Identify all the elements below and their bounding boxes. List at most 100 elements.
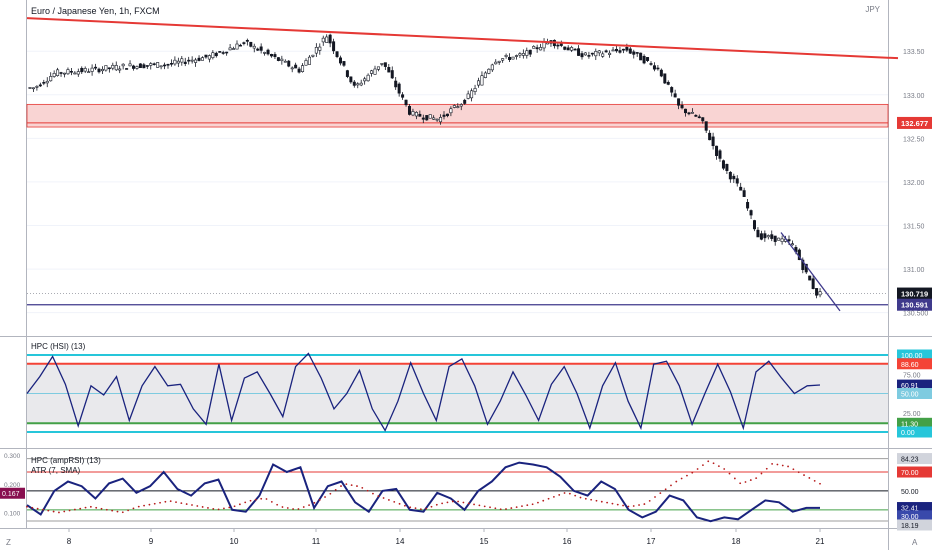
- price-tick-label: 131.00: [903, 267, 925, 274]
- atr-dot: [670, 484, 672, 487]
- candle-body: [169, 63, 173, 65]
- atr-dot: [207, 507, 209, 509]
- atr-dotted-series[interactable]: [26, 460, 821, 514]
- candle-body: [225, 51, 229, 54]
- candle-body: [73, 72, 77, 75]
- price-tick-label: 130.500: [903, 311, 928, 318]
- atr-dot: [79, 507, 82, 510]
- candle-body: [62, 72, 66, 75]
- candle-body: [349, 76, 353, 83]
- atr-dot: [164, 500, 167, 503]
- atr-dot: [47, 509, 50, 512]
- price-tick-label: 131.50: [903, 224, 925, 231]
- atr-dot: [132, 507, 135, 510]
- atr-dot: [510, 507, 513, 509]
- hsi-value-text: 60.91: [901, 383, 919, 390]
- candle-body: [611, 49, 615, 52]
- candle-body: [587, 55, 591, 57]
- atr-dot: [590, 498, 593, 501]
- candle-body: [614, 48, 618, 52]
- atr-dot: [111, 509, 114, 512]
- amprsi-series-line[interactable]: [26, 461, 820, 523]
- price-tick-label: 132.50: [903, 136, 925, 143]
- candle-body: [194, 59, 198, 63]
- atr-dot: [707, 460, 710, 463]
- candle-body: [325, 36, 329, 43]
- atr-dot: [68, 509, 71, 512]
- atr-dot: [345, 483, 348, 486]
- amprsi-value-text: 84.23: [901, 457, 919, 464]
- candle-body: [449, 108, 453, 114]
- atr-dot: [254, 498, 257, 501]
- price-label-text: 130.591: [901, 301, 928, 310]
- candle-body: [373, 68, 377, 75]
- candle-body: [307, 56, 311, 65]
- atr-value-text: 0.167: [2, 491, 20, 498]
- candle-body: [394, 80, 398, 88]
- candle-body: [76, 71, 80, 75]
- candle-body: [149, 63, 153, 66]
- candle-body: [352, 81, 356, 86]
- hsi-series-line[interactable]: [26, 352, 821, 432]
- candle-body: [711, 136, 715, 147]
- time-tick-label: 15: [480, 537, 489, 546]
- price-label-badge: [897, 298, 932, 311]
- atr-dot: [393, 500, 396, 503]
- candle-body: [739, 186, 743, 191]
- candle-body: [701, 117, 705, 122]
- candle-body: [290, 67, 294, 70]
- atr-dot: [696, 468, 699, 470]
- atr-dot: [238, 503, 241, 506]
- candle-body: [480, 75, 484, 86]
- corner-left-label[interactable]: Z: [6, 538, 11, 547]
- corner-right-label[interactable]: A: [912, 538, 918, 547]
- amprsi-pane[interactable]: 0.300 0.200 0.100 0.167 84.23 70.00 50.00 32.41…: [0, 453, 932, 531]
- candle-body: [132, 65, 136, 69]
- candle-body: [746, 201, 750, 209]
- candle-body: [121, 63, 125, 67]
- atr-dot: [760, 472, 763, 475]
- atr-dot: [622, 504, 624, 507]
- candle-body: [590, 52, 594, 55]
- atr-dot: [686, 474, 688, 477]
- candle-body: [87, 71, 91, 74]
- candle-body: [180, 58, 184, 63]
- atr-dot: [787, 465, 789, 468]
- candle-body: [435, 118, 439, 121]
- candle-body: [104, 65, 108, 71]
- candle-body: [211, 52, 215, 59]
- candle-body: [242, 42, 246, 44]
- candle-body: [742, 190, 746, 197]
- price-pane[interactable]: 133.50 133.00 132.50 132.00 131.50 131.00 130.…: [26, 17, 932, 318]
- atr-dot: [95, 506, 98, 509]
- atr-dot: [755, 477, 758, 480]
- candle-body: [401, 94, 405, 98]
- candle-body: [573, 48, 577, 51]
- atr-dot: [717, 465, 720, 468]
- hsi-tick-label: 75.00: [903, 372, 921, 379]
- descending-trendline[interactable]: [26, 17, 899, 60]
- candle-body: [445, 113, 449, 117]
- atr-dot: [318, 499, 321, 501]
- atr-dot: [105, 508, 108, 511]
- candle-body: [690, 112, 694, 114]
- candlestick-series[interactable]: [28, 33, 822, 299]
- candle-body: [304, 60, 308, 66]
- atr-dot: [409, 506, 412, 509]
- atr-dot: [473, 503, 475, 506]
- candle-body: [687, 112, 691, 115]
- atr-dot: [137, 505, 140, 508]
- candle-body: [580, 53, 584, 58]
- hsi-pane[interactable]: 100.0075.0050.0025.000.00100.0088.6060.9…: [26, 349, 932, 438]
- atr-dot: [781, 464, 784, 467]
- atr-dot: [446, 501, 449, 504]
- short-trendline[interactable]: [780, 232, 841, 312]
- time-axis[interactable]: 8 9 10 11 14 15 16 17 18 21: [67, 528, 825, 546]
- atr-dot: [324, 496, 326, 498]
- atr-dot: [377, 495, 380, 497]
- atr-dot: [765, 467, 768, 470]
- candle-body: [266, 49, 270, 55]
- candle-body: [163, 64, 167, 67]
